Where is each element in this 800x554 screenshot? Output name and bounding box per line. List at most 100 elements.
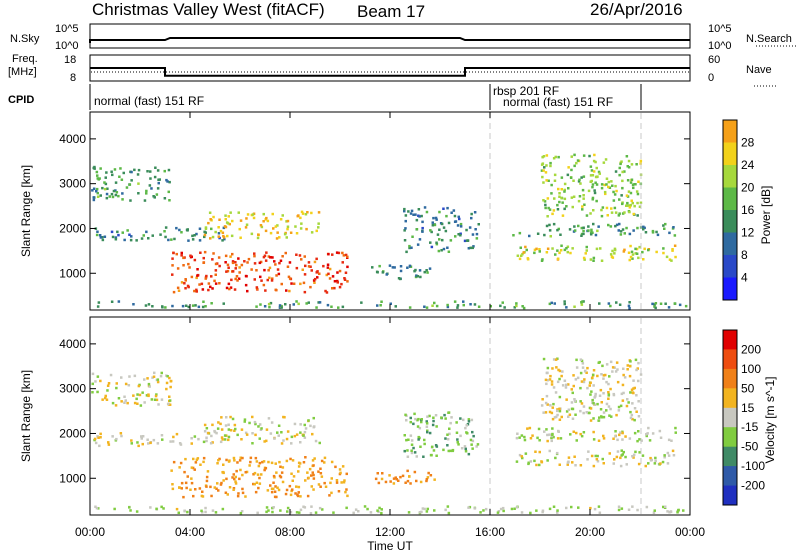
echo-cell <box>182 495 185 499</box>
echo-cell <box>268 276 271 280</box>
y-tick-label: 3000 <box>59 382 86 396</box>
echo-cell <box>560 176 564 179</box>
echo-cell <box>433 509 436 512</box>
echo-cell <box>363 505 367 508</box>
echo-cell <box>327 272 330 276</box>
echo-cell <box>94 441 98 445</box>
echo-cell <box>148 385 151 388</box>
echo-cell <box>601 206 605 209</box>
echo-cell <box>651 432 655 435</box>
echo-cell <box>571 391 574 395</box>
echo-cell <box>470 443 473 446</box>
echo-cell <box>299 282 302 286</box>
echo-cell <box>420 420 423 424</box>
echo-cell <box>241 473 244 477</box>
echo-cell <box>260 279 263 282</box>
echo-cell <box>626 179 630 182</box>
echo-cell <box>219 422 222 426</box>
echo-cell <box>591 398 594 402</box>
echo-cell <box>419 445 422 448</box>
echo-cell <box>289 510 293 514</box>
echo-cell <box>450 211 453 214</box>
echo-cell <box>617 508 621 512</box>
echo-cell <box>545 382 548 386</box>
echo-cell <box>188 266 191 269</box>
echo-cell <box>454 220 458 223</box>
echo-cell <box>622 373 625 377</box>
echo-cell <box>659 462 662 465</box>
echo-cell <box>256 511 259 515</box>
echo-cell <box>428 414 431 418</box>
echo-cell <box>224 424 228 427</box>
echo-cell <box>442 226 446 229</box>
echo-cell <box>286 265 290 268</box>
echo-cell <box>294 225 297 228</box>
echo-cell <box>617 229 620 232</box>
echo-cell <box>135 397 138 401</box>
echo-cell <box>155 398 159 402</box>
echo-cell <box>105 192 109 196</box>
echo-cell <box>654 302 658 305</box>
echo-cell <box>612 437 615 440</box>
echo-cell <box>189 254 192 257</box>
echo-cell <box>183 509 186 512</box>
echo-cell <box>297 470 300 473</box>
echo-cell <box>299 431 302 434</box>
cpid-segment-2: rbsp 201 RF <box>493 84 559 98</box>
echo-cell <box>256 473 260 476</box>
echo-cell <box>223 237 226 241</box>
echo-cell <box>160 434 164 437</box>
echo-cell <box>304 264 307 268</box>
echo-cell <box>244 495 247 498</box>
echo-cell <box>340 282 343 286</box>
echo-cell <box>557 187 560 191</box>
echo-cell <box>627 401 630 404</box>
echo-cell <box>635 252 639 255</box>
echo-cell <box>303 506 307 509</box>
echo-cell <box>222 226 226 230</box>
echo-cell <box>269 231 273 235</box>
echo-cell <box>149 506 152 509</box>
echo-cell <box>312 477 316 480</box>
echo-cell <box>638 438 641 441</box>
echo-cell <box>453 214 457 218</box>
echo-cell <box>617 214 621 217</box>
echo-cell <box>247 257 251 261</box>
echo-cell <box>156 378 160 381</box>
echo-cell <box>524 452 528 455</box>
echo-cell <box>581 188 585 192</box>
echo-cell <box>312 279 316 282</box>
echo-cell <box>290 435 294 439</box>
echo-cell <box>315 306 318 309</box>
colorbar-tick-label: 100 <box>741 362 761 376</box>
echo-cell <box>550 192 553 195</box>
echo-cell <box>288 484 292 488</box>
echo-cell <box>635 368 638 372</box>
echo-cell <box>136 402 139 405</box>
echo-cell <box>579 464 583 467</box>
echo-cell <box>651 302 654 306</box>
echo-cell <box>589 506 592 510</box>
echo-cell <box>542 181 545 184</box>
echo-cell <box>227 460 231 463</box>
echo-cell <box>300 210 304 214</box>
echo-cell <box>254 490 258 494</box>
echo-cell <box>255 269 258 272</box>
echo-cell <box>412 213 415 216</box>
echo-cell <box>471 439 475 443</box>
echo-cell <box>172 460 176 464</box>
echo-cell <box>621 212 625 215</box>
echo-cell <box>546 459 549 462</box>
echo-cell <box>307 419 310 422</box>
colorbar-frame <box>722 329 738 506</box>
echo-cell <box>341 305 345 309</box>
echo-cell <box>268 266 272 270</box>
echo-cell <box>631 391 634 394</box>
echo-cell <box>404 227 407 230</box>
echo-cell <box>586 386 589 390</box>
echo-cell <box>587 411 590 415</box>
echo-cell <box>153 371 156 375</box>
echo-cell <box>592 170 596 173</box>
echo-cell <box>132 394 135 397</box>
echo-cell <box>133 374 137 378</box>
